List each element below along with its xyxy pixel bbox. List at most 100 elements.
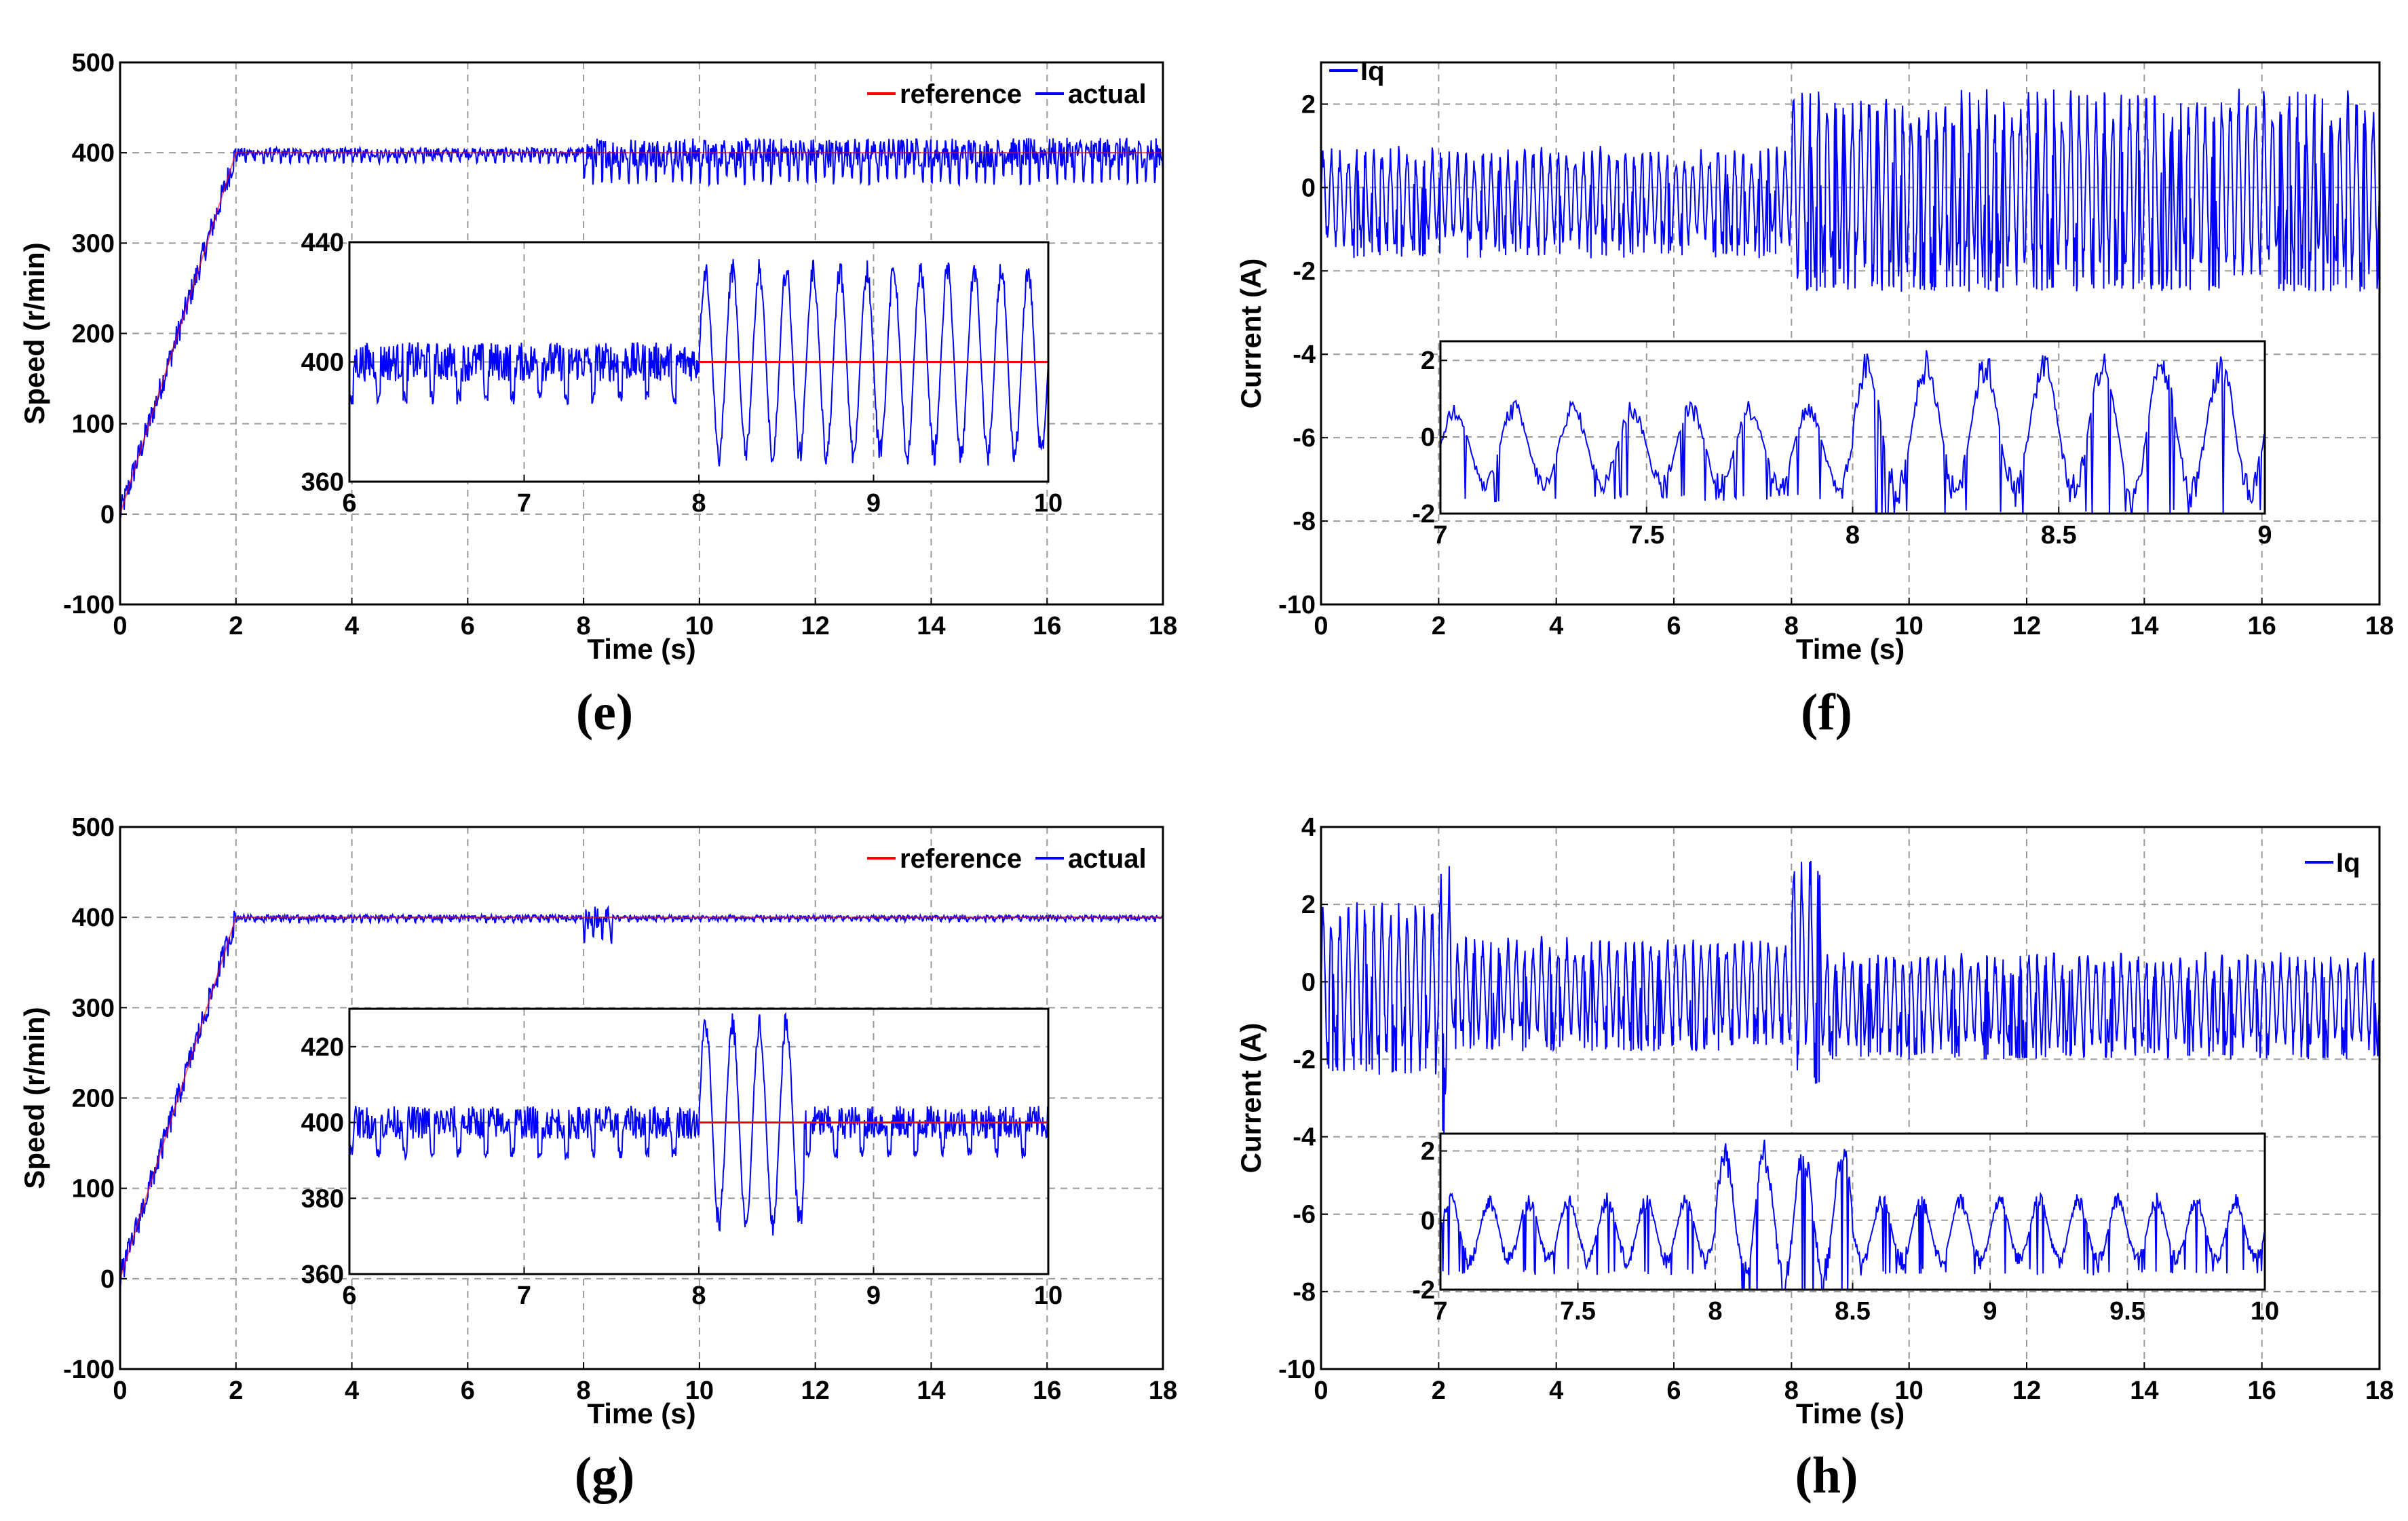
x-tick-label: 7 bbox=[517, 489, 531, 518]
panel-label: (e) bbox=[576, 684, 633, 741]
x-tick-label: 10 bbox=[685, 612, 714, 640]
y-tick-label: 400 bbox=[72, 904, 115, 932]
y-tick-label: -100 bbox=[63, 591, 115, 619]
series-iq bbox=[1320, 88, 2380, 292]
x-tick-label: 7.5 bbox=[1628, 521, 1664, 550]
y-tick-label: 500 bbox=[72, 49, 115, 77]
y-tick-label: 0 bbox=[1421, 1207, 1435, 1235]
x-tick-label: 10 bbox=[2251, 1297, 2279, 1326]
legend-label-reference: reference bbox=[900, 844, 1022, 874]
legend: reference actual bbox=[867, 79, 1147, 109]
y-tick-label: 400 bbox=[301, 349, 344, 377]
x-tick-label: 14 bbox=[2130, 1376, 2158, 1405]
y-tick-label: 0 bbox=[1301, 174, 1316, 202]
y-tick-label: -2 bbox=[1412, 500, 1435, 528]
x-tick-label: 18 bbox=[1149, 612, 1177, 640]
x-tick-label: 12 bbox=[801, 1376, 830, 1405]
x-tick-label: 8 bbox=[691, 489, 706, 518]
x-tick-label: 6 bbox=[461, 612, 475, 640]
y-axis-label: Speed (r/min) bbox=[18, 242, 50, 424]
inset-series-actual bbox=[349, 1012, 1048, 1236]
x-tick-label: 0 bbox=[113, 612, 127, 640]
x-tick-label: 6 bbox=[1666, 1376, 1681, 1405]
legend-label-iq: Iq bbox=[1360, 56, 1385, 86]
x-tick-label: 8 bbox=[577, 612, 591, 640]
legend-label-reference: reference bbox=[900, 79, 1022, 109]
inset-plot: 7 7.5 8 8.5 9 -2 0 2 bbox=[1412, 340, 2272, 550]
x-tick-label: 8 bbox=[1846, 521, 1860, 550]
y-tick-label: 2 bbox=[1421, 1138, 1435, 1166]
y-tick-label: 420 bbox=[301, 1033, 344, 1062]
legend-label-actual: actual bbox=[1068, 844, 1147, 874]
x-tick-label: 10 bbox=[1895, 1376, 1924, 1405]
x-tick-label: 12 bbox=[2012, 1376, 2041, 1405]
x-tick-label: 7.5 bbox=[1560, 1297, 1596, 1326]
x-tick-label: 4 bbox=[345, 1376, 359, 1405]
x-tick-label: 0 bbox=[1314, 1376, 1328, 1405]
x-tick-label: 2 bbox=[229, 612, 243, 640]
y-axis-label: Current (A) bbox=[1235, 258, 1267, 409]
series-iq bbox=[1320, 860, 2380, 1135]
inset-plot: 7 7.5 8 8.5 9 9.5 10 -2 0 2 bbox=[1412, 1132, 2279, 1326]
y-tick-label: -2 bbox=[1293, 257, 1316, 286]
y-tick-label: 200 bbox=[72, 320, 115, 349]
plot-frame bbox=[1320, 61, 2381, 606]
y-tick-label: 300 bbox=[72, 994, 115, 1022]
x-tick-label: 7 bbox=[517, 1282, 531, 1310]
x-tick-label: 9.5 bbox=[2109, 1297, 2145, 1326]
x-tick-label: 8 bbox=[1784, 1376, 1799, 1405]
x-tick-label: 2 bbox=[229, 1376, 243, 1405]
x-tick-label: 6 bbox=[342, 489, 356, 518]
x-tick-label: 14 bbox=[917, 1376, 945, 1405]
y-tick-label: -6 bbox=[1293, 1201, 1316, 1229]
x-tick-label: 6 bbox=[1666, 612, 1681, 640]
panel-label: (f) bbox=[1801, 684, 1852, 741]
inset-plot: 6 7 8 9 10 360 380 400 420 bbox=[301, 1007, 1063, 1310]
y-tick-label: -2 bbox=[1412, 1276, 1435, 1305]
y-axis-label: Speed (r/min) bbox=[18, 1007, 50, 1189]
y-tick-label: 2 bbox=[1421, 347, 1435, 375]
x-axis-label: Time (s) bbox=[587, 1398, 695, 1429]
panel-label: (g) bbox=[575, 1447, 635, 1504]
x-tick-label: 16 bbox=[1033, 612, 1061, 640]
x-tick-label: 10 bbox=[685, 1376, 714, 1405]
y-tick-label: -10 bbox=[1278, 1355, 1316, 1384]
x-tick-label: 2 bbox=[1432, 612, 1446, 640]
y-tick-label: 440 bbox=[301, 229, 344, 257]
x-axis-label: Time (s) bbox=[1796, 1398, 1905, 1429]
x-tick-label: 9 bbox=[2257, 521, 2272, 550]
y-tick-label: -4 bbox=[1293, 341, 1316, 369]
x-tick-label: 7 bbox=[1433, 521, 1447, 550]
x-tick-label: 2 bbox=[1432, 1376, 1446, 1405]
x-tick-label: 6 bbox=[342, 1282, 356, 1310]
y-tick-label: 0 bbox=[100, 501, 115, 529]
x-tick-label: 0 bbox=[1314, 612, 1328, 640]
x-tick-label: 10 bbox=[1034, 1282, 1063, 1310]
x-axis-label: Time (s) bbox=[587, 633, 695, 665]
x-tick-label: 18 bbox=[2365, 612, 2394, 640]
y-tick-label: 0 bbox=[1301, 968, 1316, 997]
x-tick-label: 0 bbox=[113, 1376, 127, 1405]
x-tick-label: 12 bbox=[2012, 612, 2041, 640]
y-tick-label: 300 bbox=[72, 229, 115, 258]
x-tick-label: 8.5 bbox=[2041, 521, 2077, 550]
x-tick-label: 8 bbox=[1708, 1297, 1722, 1326]
x-tick-label: 4 bbox=[1549, 612, 1563, 640]
x-tick-label: 6 bbox=[461, 1376, 475, 1405]
y-tick-label: -8 bbox=[1293, 1278, 1316, 1307]
x-tick-label: 16 bbox=[2248, 1376, 2276, 1405]
x-axis-label: Time (s) bbox=[1796, 633, 1905, 665]
inset-series-iq bbox=[1440, 1139, 2265, 1290]
x-tick-label: 4 bbox=[1549, 1376, 1563, 1405]
x-tick-label: 18 bbox=[1149, 1376, 1177, 1405]
y-tick-label: 100 bbox=[72, 1175, 115, 1204]
y-tick-label: 0 bbox=[100, 1265, 115, 1294]
y-tick-label: 500 bbox=[72, 813, 115, 842]
series-actual bbox=[119, 137, 1164, 518]
legend: Iq bbox=[1329, 56, 1385, 86]
y-tick-label: 0 bbox=[1421, 423, 1435, 452]
legend-label-iq: Iq bbox=[2336, 848, 2361, 878]
panel-h: 7 7.5 8 8.5 9 9.5 10 -2 0 2 0 2 4 6 8 10 12 14 16 18 -10 -8 -6… bbox=[1235, 813, 2394, 1504]
